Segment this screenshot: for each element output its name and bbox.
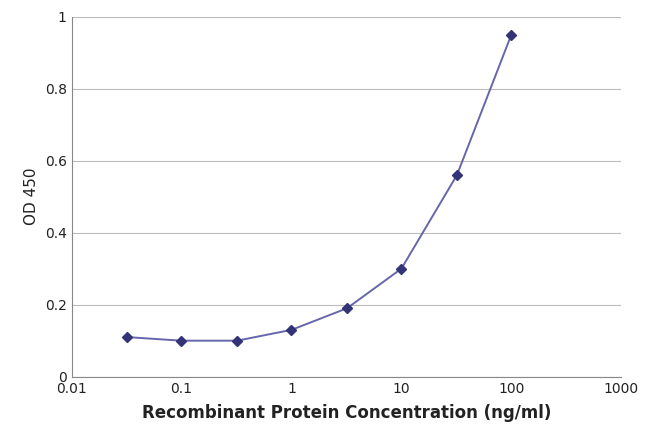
X-axis label: Recombinant Protein Concentration (ng/ml): Recombinant Protein Concentration (ng/ml… (142, 404, 551, 422)
Y-axis label: OD 450: OD 450 (24, 168, 39, 226)
